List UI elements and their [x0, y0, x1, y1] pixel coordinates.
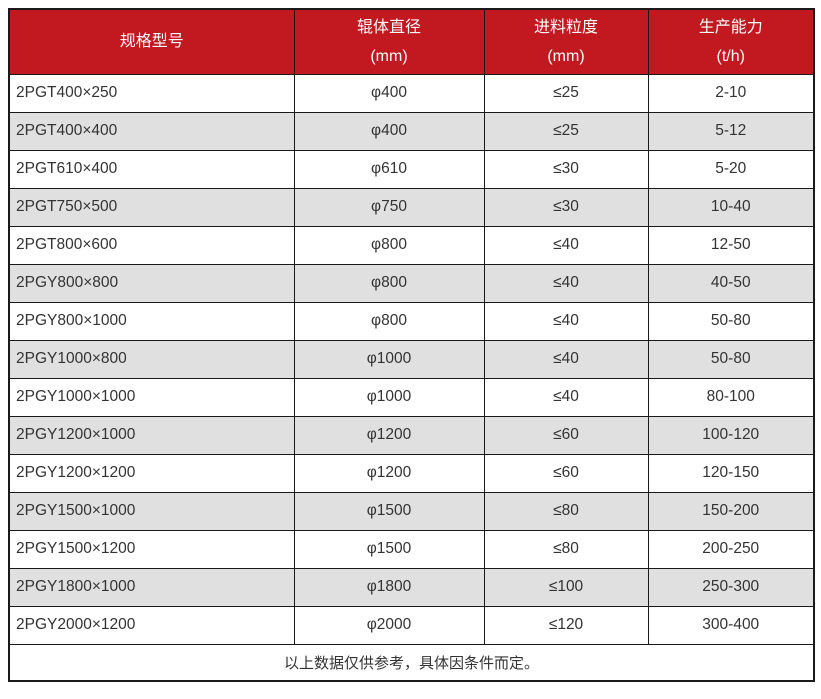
- feed-size-cell: ≤80: [483, 491, 649, 531]
- capacity-cell: 120-150: [647, 453, 815, 493]
- header-capacity: 生产能力 (t/h): [647, 8, 815, 75]
- feed-size-cell: ≤40: [483, 263, 649, 303]
- diameter-cell: φ750: [293, 187, 485, 227]
- capacity-cell: 300-400: [647, 605, 815, 645]
- header-roller-diameter-title: 辊体直径: [356, 18, 421, 36]
- footnote-row: 以上数据仅供参考，具体因条件而定。: [8, 643, 815, 682]
- model-cell: 2PGY1000×800: [8, 339, 295, 379]
- table-row: 2PGY1800×1000 φ1800 ≤100 250-300: [8, 567, 815, 607]
- header-model: 规格型号: [8, 8, 295, 75]
- diameter-cell: φ1000: [293, 339, 485, 379]
- capacity-cell: 200-250: [647, 529, 815, 569]
- table-row: 2PGY1500×1000 φ1500 ≤80 150-200: [8, 491, 815, 531]
- capacity-cell: 50-80: [647, 301, 815, 341]
- model-cell: 2PGY1200×1200: [8, 453, 295, 493]
- header-feed-size: 进料粒度 (mm): [483, 8, 649, 75]
- table-row: 2PGY1000×1000 φ1000 ≤40 80-100: [8, 377, 815, 417]
- table-row: 2PGT800×600 φ800 ≤40 12-50: [8, 225, 815, 265]
- feed-size-cell: ≤30: [483, 149, 649, 189]
- diameter-cell: φ400: [293, 111, 485, 151]
- feed-size-cell: ≤25: [483, 73, 649, 113]
- capacity-cell: 12-50: [647, 225, 815, 265]
- feed-size-cell: ≤100: [483, 567, 649, 607]
- diameter-cell: φ1200: [293, 415, 485, 455]
- table-row: 2PGY1200×1200 φ1200 ≤60 120-150: [8, 453, 815, 493]
- table-row: 2PGY800×1000 φ800 ≤40 50-80: [8, 301, 815, 341]
- model-cell: 2PGT400×400: [8, 111, 295, 151]
- model-cell: 2PGT750×500: [8, 187, 295, 227]
- feed-size-cell: ≤40: [483, 225, 649, 265]
- diameter-cell: φ800: [293, 225, 485, 265]
- feed-size-cell: ≤40: [483, 301, 649, 341]
- table-row: 2PGY1000×800 φ1000 ≤40 50-80: [8, 339, 815, 379]
- model-cell: 2PGY1800×1000: [8, 567, 295, 607]
- header-capacity-unit: (t/h): [716, 47, 745, 65]
- model-cell: 2PGY800×1000: [8, 301, 295, 341]
- header-roller-diameter: 辊体直径 (mm): [293, 8, 485, 75]
- table-row: 2PGT400×400 φ400 ≤25 5-12: [8, 111, 815, 151]
- model-cell: 2PGT610×400: [8, 149, 295, 189]
- model-cell: 2PGY800×800: [8, 263, 295, 303]
- table-row: 2PGT400×250 φ400 ≤25 2-10: [8, 73, 815, 113]
- specification-table: 规格型号 辊体直径 (mm) 进料粒度 (mm) 生产能力 (t/h) 2PGT…: [8, 8, 815, 682]
- capacity-cell: 10-40: [647, 187, 815, 227]
- capacity-cell: 40-50: [647, 263, 815, 303]
- header-feed-size-unit: (mm): [547, 47, 585, 65]
- feed-size-cell: ≤120: [483, 605, 649, 645]
- feed-size-cell: ≤80: [483, 529, 649, 569]
- table-row: 2PGY800×800 φ800 ≤40 40-50: [8, 263, 815, 303]
- header-row: 规格型号 辊体直径 (mm) 进料粒度 (mm) 生产能力 (t/h): [8, 8, 815, 75]
- capacity-cell: 80-100: [647, 377, 815, 417]
- header-feed-size-title: 进料粒度: [533, 18, 598, 36]
- table-row: 2PGY2000×1200 φ2000 ≤120 300-400: [8, 605, 815, 645]
- header-roller-diameter-unit: (mm): [370, 47, 408, 65]
- capacity-cell: 150-200: [647, 491, 815, 531]
- table-row: 2PGY1200×1000 φ1200 ≤60 100-120: [8, 415, 815, 455]
- diameter-cell: φ400: [293, 73, 485, 113]
- model-cell: 2PGY1000×1000: [8, 377, 295, 417]
- feed-size-cell: ≤25: [483, 111, 649, 151]
- table-body: 2PGT400×250 φ400 ≤25 2-10 2PGT400×400 φ4…: [8, 73, 815, 645]
- capacity-cell: 250-300: [647, 567, 815, 607]
- feed-size-cell: ≤60: [483, 453, 649, 493]
- diameter-cell: φ1500: [293, 491, 485, 531]
- diameter-cell: φ610: [293, 149, 485, 189]
- table-footer: 以上数据仅供参考，具体因条件而定。: [8, 643, 815, 682]
- capacity-cell: 100-120: [647, 415, 815, 455]
- model-cell: 2PGY1200×1000: [8, 415, 295, 455]
- model-cell: 2PGY2000×1200: [8, 605, 295, 645]
- diameter-cell: φ1200: [293, 453, 485, 493]
- model-cell: 2PGY1500×1000: [8, 491, 295, 531]
- table-row: 2PGT750×500 φ750 ≤30 10-40: [8, 187, 815, 227]
- model-cell: 2PGY1500×1200: [8, 529, 295, 569]
- capacity-cell: 5-20: [647, 149, 815, 189]
- diameter-cell: φ800: [293, 263, 485, 303]
- table-row: 2PGT610×400 φ610 ≤30 5-20: [8, 149, 815, 189]
- table-footnote: 以上数据仅供参考，具体因条件而定。: [8, 643, 815, 682]
- diameter-cell: φ1500: [293, 529, 485, 569]
- capacity-cell: 5-12: [647, 111, 815, 151]
- model-cell: 2PGT800×600: [8, 225, 295, 265]
- feed-size-cell: ≤40: [483, 339, 649, 379]
- capacity-cell: 50-80: [647, 339, 815, 379]
- diameter-cell: φ2000: [293, 605, 485, 645]
- header-model-title: 规格型号: [119, 33, 184, 51]
- header-capacity-title: 生产能力: [698, 18, 763, 36]
- table-header: 规格型号 辊体直径 (mm) 进料粒度 (mm) 生产能力 (t/h): [8, 8, 815, 75]
- capacity-cell: 2-10: [647, 73, 815, 113]
- feed-size-cell: ≤30: [483, 187, 649, 227]
- feed-size-cell: ≤40: [483, 377, 649, 417]
- diameter-cell: φ1000: [293, 377, 485, 417]
- diameter-cell: φ800: [293, 301, 485, 341]
- model-cell: 2PGT400×250: [8, 73, 295, 113]
- diameter-cell: φ1800: [293, 567, 485, 607]
- table-row: 2PGY1500×1200 φ1500 ≤80 200-250: [8, 529, 815, 569]
- feed-size-cell: ≤60: [483, 415, 649, 455]
